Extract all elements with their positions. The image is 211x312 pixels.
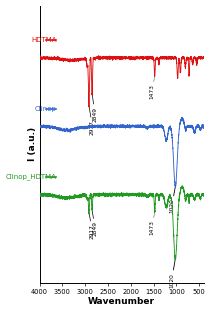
Text: 1473: 1473: [149, 76, 155, 99]
Text: 2849: 2849: [92, 94, 98, 122]
Text: Clinop: Clinop: [35, 105, 57, 111]
Text: Clinop_HDTMA: Clinop_HDTMA: [6, 173, 57, 180]
Text: HDTMA: HDTMA: [31, 37, 57, 43]
Text: 2917: 2917: [89, 105, 95, 135]
X-axis label: Wavenumber: Wavenumber: [88, 297, 155, 306]
Text: 1473: 1473: [149, 212, 155, 235]
Y-axis label: I (a.u.): I (a.u.): [28, 127, 37, 161]
Text: 1020: 1020: [169, 258, 175, 288]
Text: 1020: 1020: [169, 187, 175, 213]
Text: 2849: 2849: [92, 210, 98, 236]
Text: 2917: 2917: [89, 212, 95, 239]
